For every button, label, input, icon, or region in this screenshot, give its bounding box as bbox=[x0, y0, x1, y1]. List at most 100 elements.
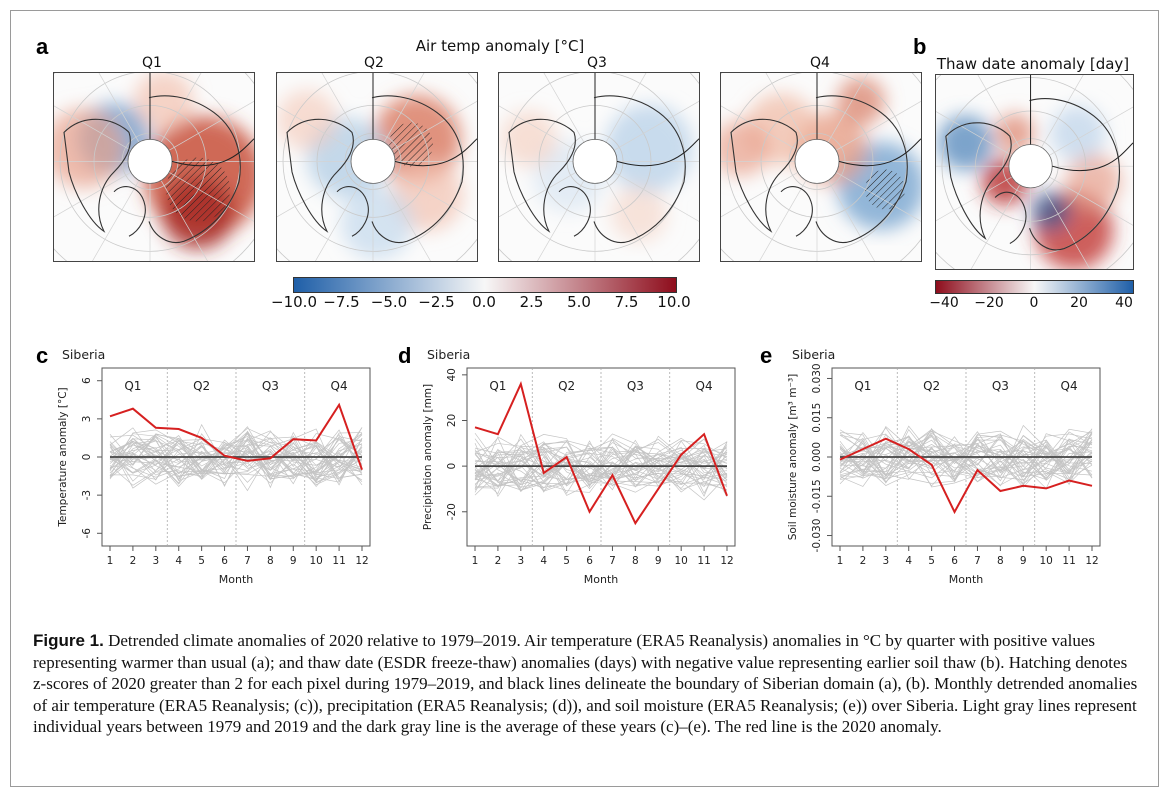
x-tick-label: 3 bbox=[152, 555, 159, 567]
year-line bbox=[839, 432, 1093, 480]
thaw-colorbar-tick: −20 bbox=[974, 295, 1004, 311]
x-tick-label: 9 bbox=[290, 555, 297, 567]
y-tick-label: 0 bbox=[446, 463, 458, 470]
year-line bbox=[474, 451, 728, 493]
x-tick-label: 6 bbox=[586, 555, 593, 567]
x-tick-label: 3 bbox=[517, 555, 524, 567]
x-tick-label: 1 bbox=[472, 555, 479, 567]
year-line bbox=[839, 432, 1093, 479]
year-line bbox=[839, 430, 1093, 475]
y-tick-label: 0.015 bbox=[811, 403, 823, 433]
y-tick-label: 6 bbox=[81, 377, 93, 384]
x-tick-label: 5 bbox=[928, 555, 935, 567]
map-q3 bbox=[498, 72, 700, 262]
x-axis-label: Month bbox=[219, 573, 254, 586]
map-title-q3: Q3 bbox=[587, 55, 607, 71]
panel-label-c: c bbox=[36, 343, 49, 368]
x-tick-label: 10 bbox=[674, 555, 687, 567]
year-line bbox=[839, 437, 1093, 486]
x-tick-label: 3 bbox=[882, 555, 889, 567]
chart-title: Siberia bbox=[62, 347, 105, 362]
y-tick-label: -3 bbox=[81, 490, 93, 500]
figure-caption: Figure 1. Detrended climate anomalies of… bbox=[33, 630, 1143, 738]
series-2020-line bbox=[474, 380, 728, 526]
year-line bbox=[109, 427, 363, 484]
year-line bbox=[109, 431, 363, 489]
panel-label-d: d bbox=[398, 343, 412, 368]
year-line bbox=[474, 441, 728, 497]
map-graphic bbox=[54, 73, 254, 261]
y-axis-label: Soil moisture anomaly [m³ m⁻³] bbox=[787, 374, 799, 541]
x-tick-label: 8 bbox=[997, 555, 1004, 567]
quarter-label: Q3 bbox=[262, 379, 279, 393]
panel-label-e: e bbox=[760, 343, 773, 368]
year-line bbox=[109, 423, 363, 482]
year-line bbox=[474, 438, 728, 487]
x-tick-label: 1 bbox=[107, 555, 114, 567]
chart-title: Siberia bbox=[792, 347, 835, 362]
y-tick-label: 3 bbox=[81, 416, 93, 423]
y-tick-label: -20 bbox=[446, 503, 458, 520]
x-tick-label: 12 bbox=[1085, 555, 1098, 567]
map-title-q2: Q2 bbox=[364, 55, 384, 71]
air-temp-colorbar-tick: 2.5 bbox=[519, 293, 544, 311]
map-q2 bbox=[276, 72, 478, 262]
x-tick-label: 6 bbox=[221, 555, 228, 567]
year-line bbox=[109, 434, 363, 485]
year-line bbox=[109, 428, 363, 489]
thaw-colorbar-tick: −40 bbox=[929, 295, 959, 311]
chart-soil-moisture: Siberia Q1 Q2 Q3 Q4 -0.030 -0.015 0.000 0.015 0.0… bbox=[787, 347, 1101, 586]
x-tick-label: 4 bbox=[905, 555, 912, 567]
x-axis-label: Month bbox=[584, 573, 619, 586]
series-2020-line bbox=[839, 437, 1093, 515]
figure-frame bbox=[10, 10, 1159, 787]
air-temp-colorbar-tick: 0.0 bbox=[472, 293, 496, 311]
x-tick-label: 9 bbox=[1020, 555, 1027, 567]
year-line bbox=[474, 440, 728, 491]
map-title-q1: Q1 bbox=[142, 55, 162, 71]
year-line bbox=[109, 445, 363, 488]
caption-text: Detrended climate anomalies of 2020 rela… bbox=[33, 631, 1138, 736]
y-tick-label: -6 bbox=[81, 528, 93, 539]
x-tick-label: 9 bbox=[655, 555, 662, 567]
x-tick-label: 7 bbox=[609, 555, 616, 567]
x-tick-label: 2 bbox=[130, 555, 137, 567]
quarter-label: Q3 bbox=[992, 379, 1009, 393]
map-q4 bbox=[720, 72, 922, 262]
x-tick-label: 4 bbox=[175, 555, 182, 567]
year-line bbox=[474, 445, 728, 488]
x-tick-label: 5 bbox=[563, 555, 570, 567]
air-temp-colorbar-tick: 5.0 bbox=[567, 293, 591, 311]
x-tick-label: 8 bbox=[267, 555, 274, 567]
year-line bbox=[474, 438, 728, 489]
x-tick-label: 12 bbox=[720, 555, 733, 567]
air-temp-title: Air temp anomaly [°C] bbox=[415, 37, 585, 55]
x-axis-label: Month bbox=[949, 573, 984, 586]
year-line bbox=[109, 437, 363, 482]
year-line bbox=[839, 435, 1093, 479]
thaw-colorbar bbox=[935, 280, 1134, 294]
year-line bbox=[474, 437, 728, 488]
air-temp-colorbar-tick: 7.5 bbox=[614, 293, 639, 311]
air-temp-colorbar bbox=[293, 277, 677, 293]
x-tick-label: 1 bbox=[837, 555, 844, 567]
y-axis-label: Temperature anomaly [°C] bbox=[57, 387, 69, 527]
year-line bbox=[839, 429, 1093, 488]
x-tick-label: 6 bbox=[951, 555, 958, 567]
x-tick-label: 10 bbox=[309, 555, 322, 567]
x-tick-label: 8 bbox=[632, 555, 639, 567]
quarter-label: Q1 bbox=[489, 379, 506, 393]
quarter-label: Q2 bbox=[558, 379, 575, 393]
map-graphic bbox=[277, 73, 477, 261]
thaw-colorbar-tick: 0 bbox=[1029, 295, 1039, 311]
y-tick-label: 0.000 bbox=[811, 442, 823, 472]
x-tick-label: 2 bbox=[495, 555, 502, 567]
map-graphic bbox=[499, 73, 699, 261]
quarter-label: Q1 bbox=[854, 379, 871, 393]
quarter-label: Q4 bbox=[696, 379, 713, 393]
year-line bbox=[109, 430, 363, 475]
year-line bbox=[109, 429, 363, 486]
quarter-label: Q4 bbox=[331, 379, 348, 393]
x-tick-label: 7 bbox=[974, 555, 981, 567]
